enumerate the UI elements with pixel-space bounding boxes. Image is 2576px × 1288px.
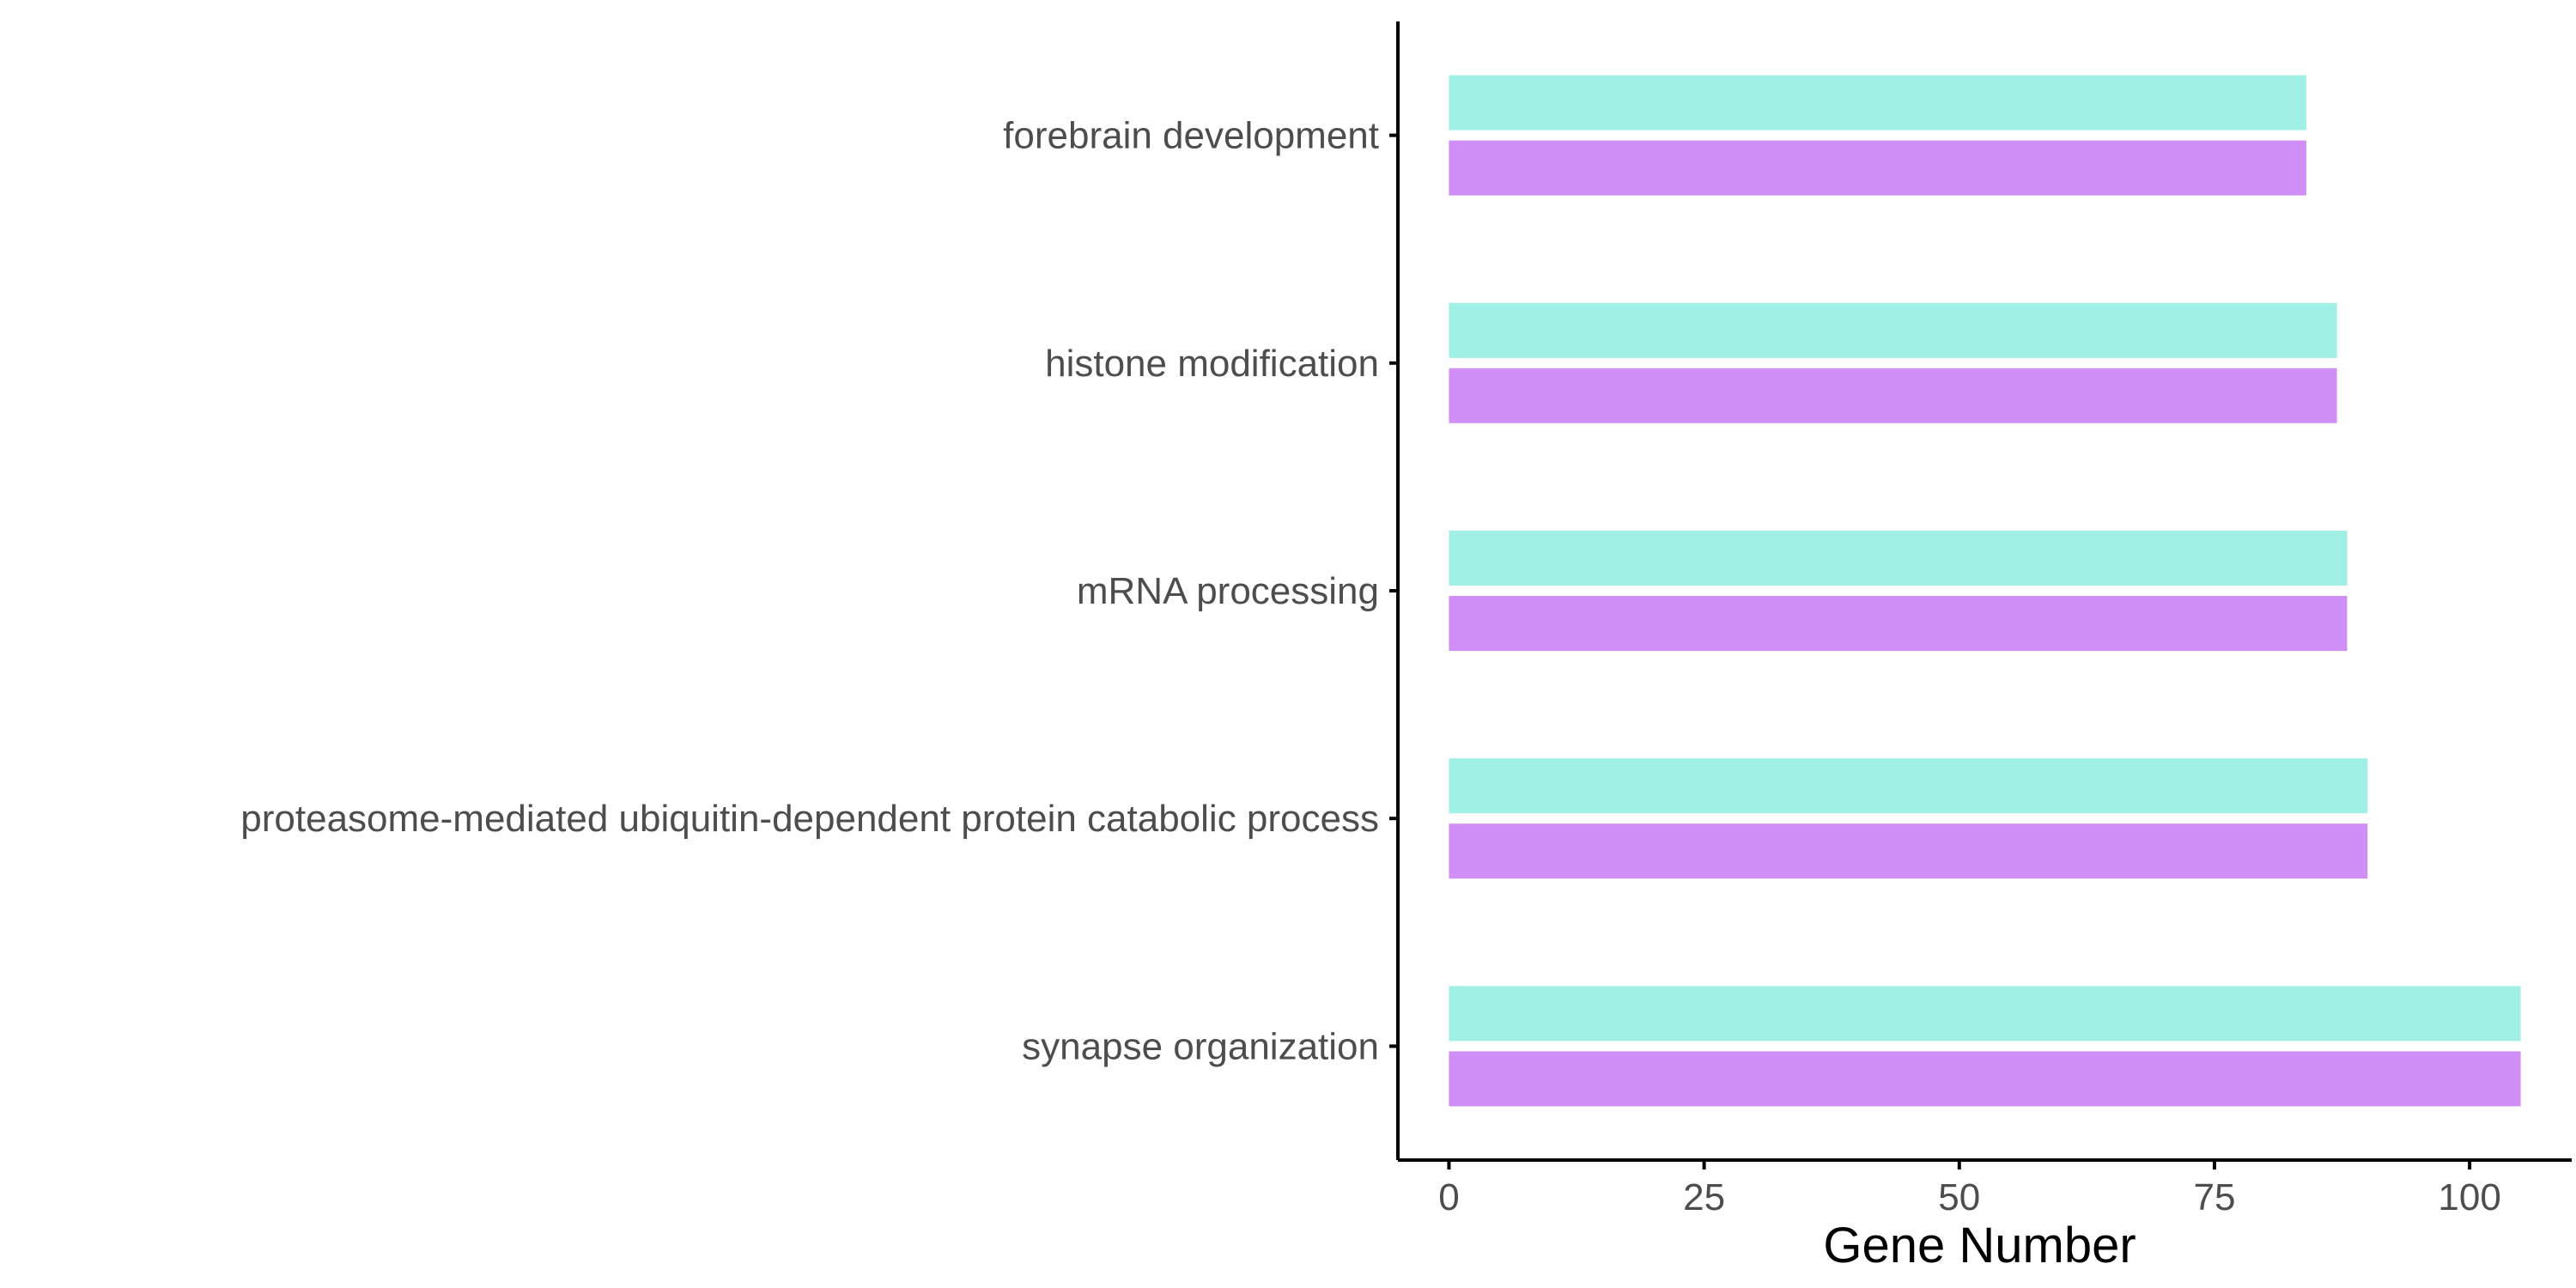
x-tick-label: 50 bbox=[1938, 1176, 1980, 1218]
bar-2-series-1 bbox=[1449, 302, 2337, 358]
y-tick-label: forebrain development bbox=[1003, 115, 1379, 157]
x-ticks: 0 25 50 75 100 bbox=[1438, 1160, 2501, 1218]
y-axis: forebrain development histone modificatio… bbox=[240, 21, 1400, 1160]
bar-5-series-1 bbox=[1449, 986, 2521, 1042]
bar-5-series-2 bbox=[1449, 1051, 2521, 1107]
x-tick-label: 75 bbox=[2193, 1176, 2235, 1218]
y-tick-label: synapse organization bbox=[1022, 1025, 1379, 1067]
bar-3-series-1 bbox=[1449, 531, 2348, 586]
y-tick-label: histone modification bbox=[1045, 343, 1379, 385]
bar-4-series-1 bbox=[1449, 758, 2368, 814]
bar-1-series-1 bbox=[1449, 75, 2306, 131]
x-axis-title: Gene Number bbox=[1823, 1218, 2136, 1273]
y-tick-label: proteasome-mediated ubiquitin-dependent … bbox=[240, 798, 1379, 840]
bars-layer bbox=[1449, 75, 2521, 1107]
x-tick-label: 0 bbox=[1438, 1176, 1459, 1218]
y-tick-label: mRNA processing bbox=[1077, 570, 1379, 612]
x-axis: 0 25 50 75 100 bbox=[1398, 1158, 2572, 1218]
bar-1-series-2 bbox=[1449, 140, 2306, 196]
bar-2-series-2 bbox=[1449, 368, 2337, 423]
bar-3-series-2 bbox=[1449, 596, 2348, 651]
y-ticks: forebrain development histone modificatio… bbox=[240, 115, 1398, 1067]
bar-4-series-2 bbox=[1449, 823, 2368, 879]
x-tick-label: 25 bbox=[1683, 1176, 1725, 1218]
x-tick-label: 100 bbox=[2438, 1176, 2500, 1218]
